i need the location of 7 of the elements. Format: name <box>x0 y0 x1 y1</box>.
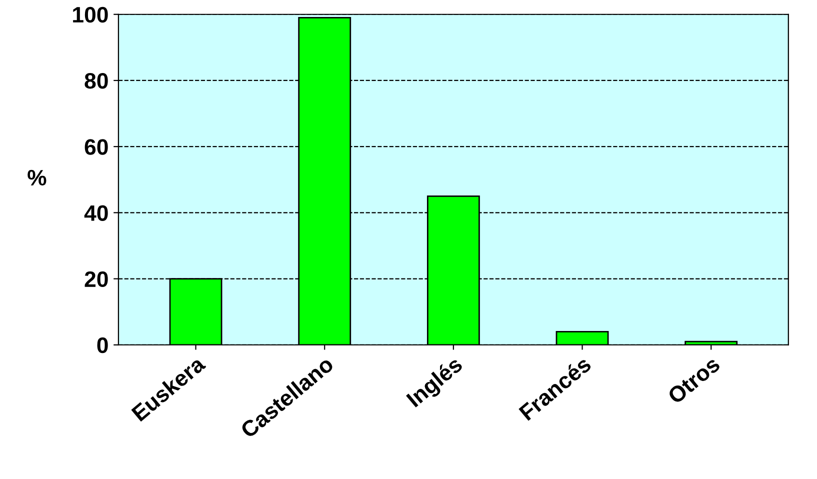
y-tick-label: 20 <box>84 271 108 288</box>
y-tick-label: 60 <box>84 139 108 155</box>
y-tick-label: 0 <box>97 337 108 354</box>
y-axis-title: % <box>28 170 46 186</box>
y-tick-label: 40 <box>84 205 108 221</box>
y-tick-label: 100 <box>73 6 108 23</box>
y-tick-label: 80 <box>84 73 108 89</box>
